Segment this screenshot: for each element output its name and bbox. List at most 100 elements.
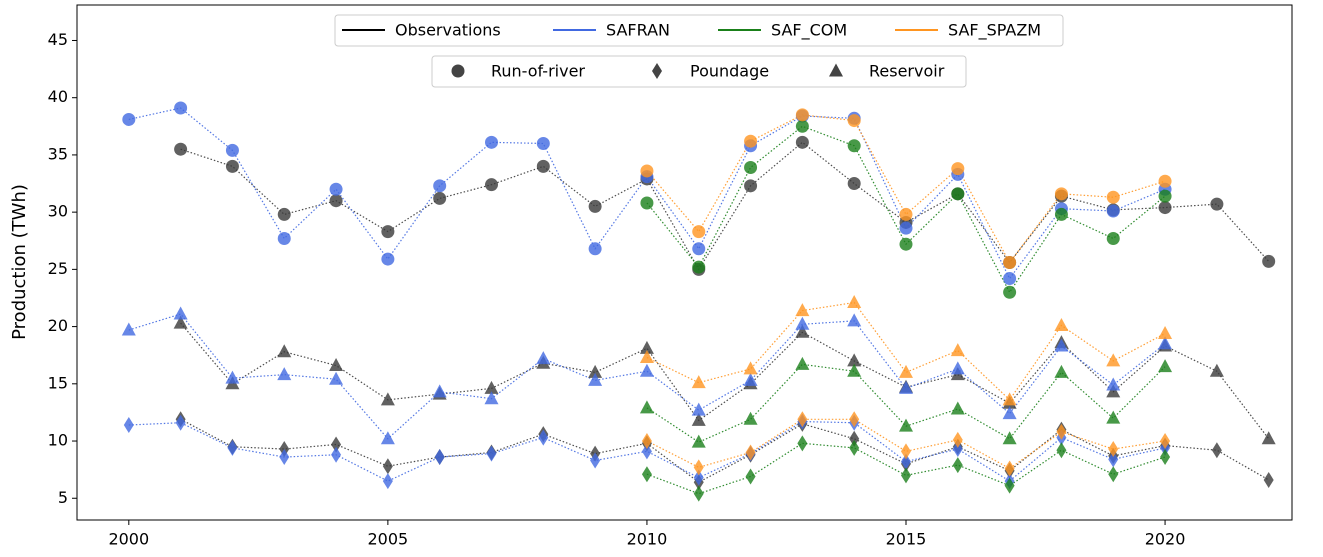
marker-circle bbox=[225, 159, 239, 173]
marker-diamond bbox=[279, 449, 290, 466]
marker-triangle bbox=[743, 372, 758, 386]
marker-circle bbox=[329, 182, 343, 196]
legend-label: Observations bbox=[395, 21, 501, 40]
marker-circle bbox=[847, 177, 861, 191]
y-tick-label: 35 bbox=[48, 144, 68, 163]
marker-diamond bbox=[1056, 442, 1067, 459]
marker-triangle bbox=[1002, 392, 1017, 406]
marker-circle bbox=[225, 143, 239, 157]
marker-diamond bbox=[486, 445, 497, 462]
marker-triangle bbox=[173, 306, 188, 320]
marker-circle bbox=[1003, 256, 1017, 269]
marker-triangle bbox=[950, 343, 965, 357]
marker-diamond bbox=[279, 441, 290, 458]
marker-triangle bbox=[795, 316, 810, 330]
marker-circle bbox=[899, 237, 913, 251]
marker-triangle bbox=[639, 340, 654, 354]
marker-circle bbox=[899, 221, 913, 235]
marker-circle bbox=[484, 178, 498, 192]
marker-triangle bbox=[691, 402, 706, 416]
marker-triangle bbox=[121, 322, 136, 336]
marker-diamond bbox=[652, 63, 662, 79]
marker-diamond bbox=[797, 411, 808, 428]
marker-triangle bbox=[950, 361, 965, 375]
y-tick-label: 5 bbox=[58, 488, 68, 507]
marker-triangle bbox=[743, 411, 758, 425]
marker-diamond bbox=[1056, 423, 1067, 440]
marker-triangle bbox=[1106, 410, 1121, 424]
marker-circle bbox=[1054, 207, 1068, 221]
y-tick-label: 15 bbox=[48, 373, 68, 392]
marker-circle bbox=[536, 136, 550, 150]
marker-triangle bbox=[380, 431, 395, 445]
marker-diamond bbox=[1108, 441, 1119, 458]
marker-triangle bbox=[847, 353, 862, 367]
marker-triangle bbox=[484, 380, 499, 394]
marker-circle bbox=[329, 194, 343, 208]
marker-circle bbox=[588, 199, 602, 213]
marker-circle bbox=[174, 101, 188, 115]
marker-circle bbox=[744, 179, 758, 193]
legend-box bbox=[334, 14, 1064, 47]
marker-triangle bbox=[1158, 359, 1173, 373]
marker-diamond bbox=[434, 449, 445, 466]
marker-circle bbox=[1158, 174, 1172, 188]
x-tick-label: 2005 bbox=[368, 530, 409, 549]
marker-triangle bbox=[1054, 317, 1069, 331]
marker-diamond bbox=[1160, 433, 1171, 450]
marker-triangle bbox=[329, 371, 344, 385]
marker-circle bbox=[433, 179, 447, 193]
marker-diamond bbox=[227, 439, 238, 456]
marker-diamond bbox=[952, 441, 963, 458]
series-line bbox=[180, 141, 1270, 271]
marker-triangle bbox=[277, 344, 292, 358]
series-line bbox=[646, 418, 1166, 470]
marker-circle bbox=[588, 242, 602, 256]
marker-diamond bbox=[745, 444, 756, 461]
marker-circle bbox=[1106, 204, 1120, 218]
y-tick-label: 30 bbox=[48, 202, 68, 221]
marker-circle bbox=[847, 139, 861, 153]
marker-circle bbox=[484, 135, 498, 149]
marker-diamond bbox=[590, 452, 601, 469]
marker-circle bbox=[692, 225, 706, 239]
marker-triangle bbox=[795, 356, 810, 370]
marker-diamond bbox=[1108, 466, 1119, 483]
marker-triangle bbox=[639, 349, 654, 363]
marker-diamond bbox=[1211, 442, 1222, 459]
x-tick-label: 2015 bbox=[886, 530, 927, 549]
series-line bbox=[180, 322, 1270, 440]
marker-diamond bbox=[538, 429, 549, 446]
series-line bbox=[180, 418, 1269, 483]
plot-frame bbox=[76, 4, 1293, 521]
marker-triangle bbox=[847, 363, 862, 377]
marker-triangle bbox=[898, 380, 913, 394]
marker-diamond bbox=[849, 430, 860, 447]
marker-circle bbox=[1158, 189, 1172, 203]
marker-diamond bbox=[382, 458, 393, 475]
marker-triangle bbox=[1002, 431, 1017, 445]
marker-circle bbox=[122, 112, 136, 126]
marker-diamond bbox=[331, 446, 342, 463]
marker-triangle bbox=[691, 375, 706, 389]
marker-circle bbox=[1158, 201, 1172, 215]
marker-triangle bbox=[484, 391, 499, 405]
legend-label: SAFRAN bbox=[606, 21, 670, 40]
marker-triangle bbox=[329, 358, 344, 371]
marker-circle bbox=[640, 164, 654, 178]
marker-diamond bbox=[1263, 471, 1274, 488]
marker-triangle bbox=[847, 313, 862, 327]
series-line bbox=[128, 107, 1166, 280]
y-tick-label: 40 bbox=[48, 87, 68, 106]
marker-circle bbox=[277, 231, 291, 245]
marker-diamond bbox=[331, 436, 342, 453]
marker-triangle bbox=[1158, 325, 1173, 339]
x-tick-label: 2010 bbox=[627, 530, 668, 549]
marker-triangle bbox=[1209, 363, 1224, 377]
marker-diamond bbox=[641, 433, 652, 450]
marker-triangle bbox=[432, 384, 447, 398]
marker-circle bbox=[1210, 197, 1224, 211]
marker-circle bbox=[795, 108, 809, 122]
series-line bbox=[646, 301, 1166, 401]
legend-label: Poundage bbox=[690, 62, 769, 81]
